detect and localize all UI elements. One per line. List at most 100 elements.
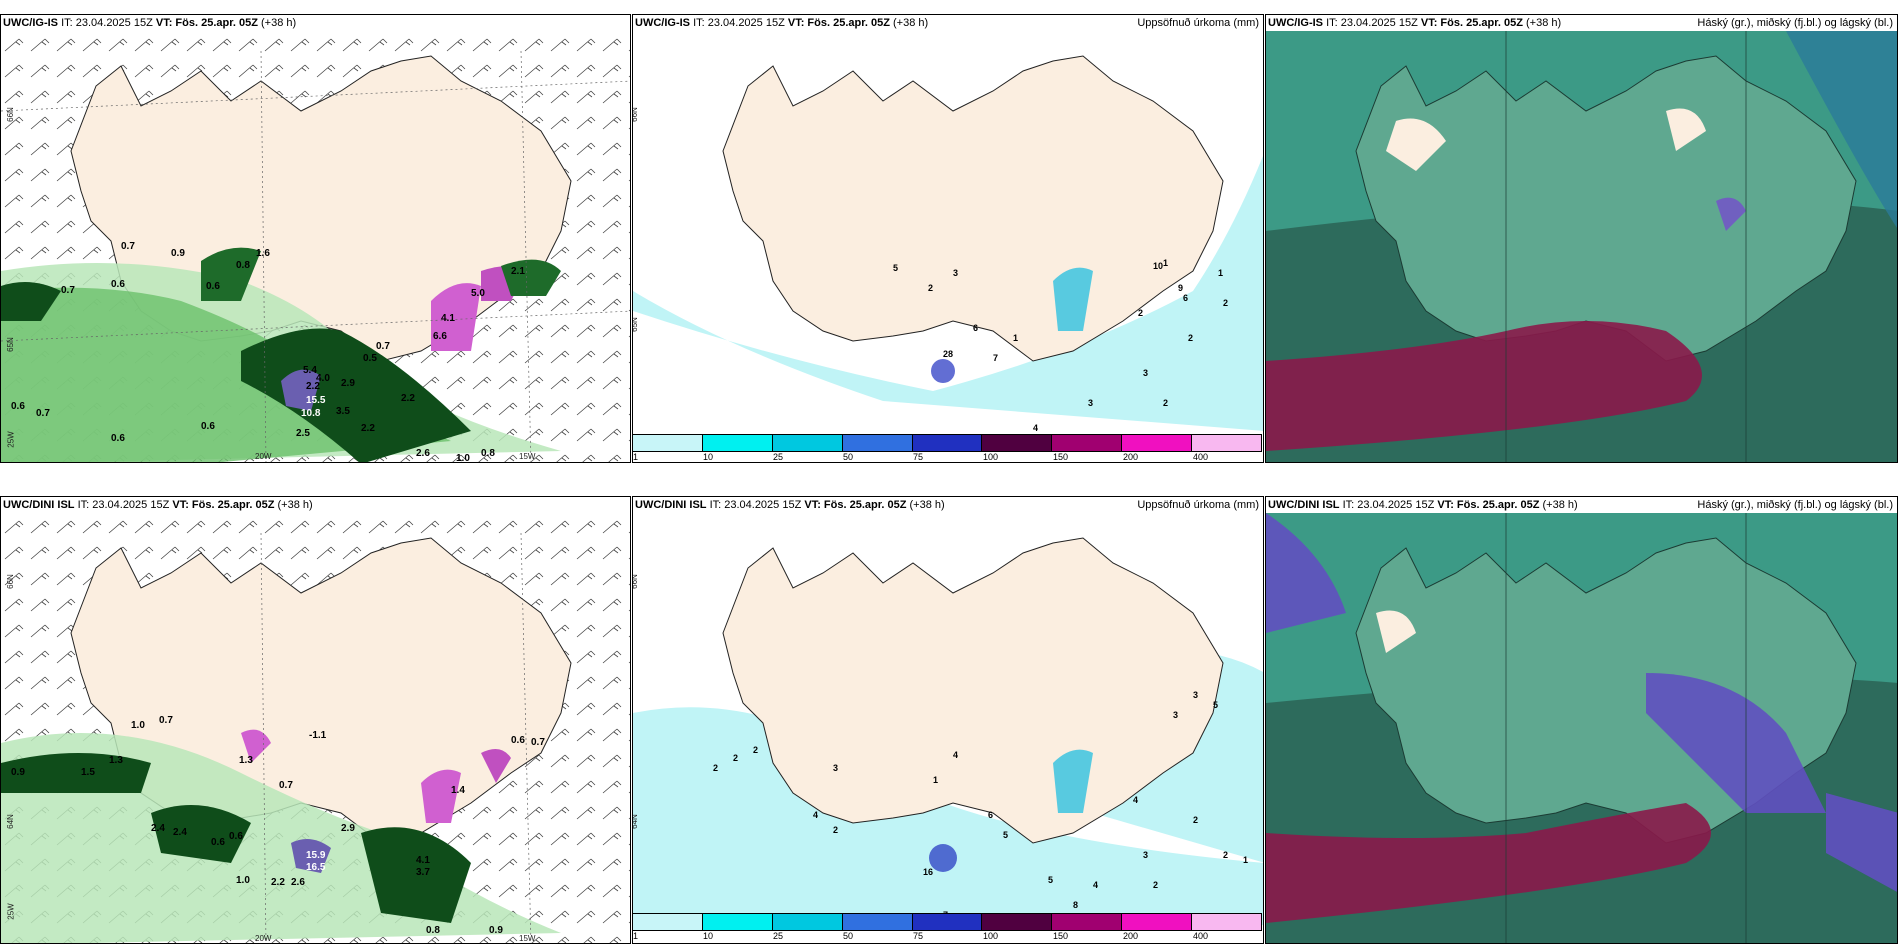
colorbar-swatch (772, 914, 843, 930)
svg-text:1: 1 (1163, 258, 1168, 268)
colorbar (632, 913, 1262, 931)
svg-text:4: 4 (1033, 423, 1038, 433)
colorbar-label: 1 (633, 931, 639, 941)
svg-text:0.6: 0.6 (229, 831, 243, 842)
lat-label: 64N (632, 814, 639, 829)
colorbar-swatch (772, 435, 843, 451)
svg-text:2: 2 (753, 745, 758, 755)
colorbar-labels: 1 10 25 50 75 100 150 200 400 (632, 452, 1262, 464)
svg-text:5.4: 5.4 (303, 365, 317, 376)
wind-precip-map: 0.7 0.9 0.6 0.7 0.8 1.6 0.6 0.7 0.5 2.2 … (1, 31, 630, 462)
colorbar-swatch (982, 435, 1053, 451)
svg-text:2: 2 (833, 825, 838, 835)
svg-text:0.7: 0.7 (159, 715, 173, 726)
colorbar-label: 75 (913, 931, 924, 941)
colorbar-swatch (1122, 435, 1193, 451)
colorbar-label: 25 (773, 931, 784, 941)
colorbar-label: 150 (1053, 931, 1069, 941)
svg-text:3: 3 (1173, 710, 1178, 720)
lon-label: 20W (255, 452, 272, 461)
svg-text:4.1: 4.1 (441, 313, 455, 324)
svg-text:0.6: 0.6 (511, 735, 525, 746)
cloud-map (1266, 513, 1897, 943)
svg-text:0.6: 0.6 (211, 837, 225, 848)
svg-text:28: 28 (943, 349, 953, 359)
svg-text:5: 5 (893, 263, 898, 273)
colorbar-swatch (1192, 914, 1262, 930)
lat-label: 65N (632, 317, 639, 332)
colorbar-swatch (912, 914, 983, 930)
svg-text:4: 4 (813, 810, 818, 820)
panel-bottom-left: UWC/DINI ISL IT: 23.04.2025 15Z VT: Fös.… (0, 496, 631, 944)
svg-text:2: 2 (713, 763, 718, 773)
panel-top-right: UWC/IG-IS IT: 23.04.2025 15Z VT: Fös. 25… (1265, 14, 1898, 463)
svg-text:2: 2 (1138, 308, 1143, 318)
svg-text:5: 5 (1213, 700, 1218, 710)
lat-label: 64N (5, 814, 15, 829)
svg-text:0.9: 0.9 (489, 925, 503, 936)
svg-text:2.4: 2.4 (173, 827, 187, 838)
svg-text:2: 2 (733, 753, 738, 763)
svg-text:6.6: 6.6 (433, 331, 447, 342)
svg-text:2: 2 (1223, 298, 1228, 308)
lat-label: 25W (6, 431, 16, 448)
colorbar-swatch (702, 914, 773, 930)
svg-text:1: 1 (933, 775, 938, 785)
colorbar-label: 150 (1053, 452, 1069, 462)
colorbar-swatch (1052, 914, 1123, 930)
svg-text:4: 4 (953, 750, 958, 760)
svg-text:6: 6 (988, 810, 993, 820)
colorbar-swatch (633, 914, 703, 930)
lat-label: 25W (6, 903, 16, 920)
panel-header: UWC/IG-IS IT: 23.04.2025 15Z VT: Fös. 25… (633, 15, 1263, 31)
svg-text:2.5: 2.5 (296, 428, 310, 439)
svg-text:2: 2 (1163, 398, 1168, 408)
svg-text:2.2: 2.2 (271, 877, 285, 888)
panel-top-middle: UWC/IG-IS IT: 23.04.2025 15Z VT: Fös. 25… (632, 14, 1264, 463)
svg-text:1.3: 1.3 (109, 755, 123, 766)
svg-text:10.8: 10.8 (301, 408, 321, 419)
colorbar-swatch (1192, 435, 1262, 451)
svg-text:2.9: 2.9 (341, 823, 355, 834)
svg-text:15.9: 15.9 (306, 850, 326, 861)
panel-bottom-right: UWC/DINI ISL IT: 23.04.2025 15Z VT: Fös.… (1265, 496, 1898, 944)
lon-label: 15W (519, 934, 536, 943)
svg-text:2.4: 2.4 (151, 823, 165, 834)
lat-label: 66N (5, 574, 15, 589)
svg-text:1: 1 (1243, 855, 1248, 865)
svg-text:10: 10 (1153, 261, 1163, 271)
panel-bottom-middle: UWC/DINI ISL IT: 23.04.2025 15Z VT: Fös.… (632, 496, 1264, 944)
svg-text:0.6: 0.6 (111, 433, 125, 444)
precip-map: 2 2 2 3 4 1 4 2 5 6 8 4 16 7 5 3 4 2 3 3… (633, 537, 1263, 925)
colorbar-swatch (633, 435, 703, 451)
svg-text:5.0: 5.0 (471, 288, 485, 299)
panel-top-left: UWC/IG-IS IT: 23.04.2025 15Z VT: Fös. 25… (0, 14, 631, 463)
svg-text:5: 5 (1048, 875, 1053, 885)
svg-text:0.6: 0.6 (111, 279, 125, 290)
lon-label: 20W (255, 934, 272, 943)
svg-text:2: 2 (1153, 880, 1158, 890)
svg-text:3: 3 (1088, 398, 1093, 408)
svg-text:0.8: 0.8 (426, 925, 440, 936)
svg-text:2: 2 (928, 283, 933, 293)
lat-label: 66N (5, 107, 15, 122)
panel-header: UWC/DINI ISL IT: 23.04.2025 15Z VT: Fös.… (1, 497, 630, 513)
svg-text:2: 2 (1223, 850, 1228, 860)
colorbar-swatch (1052, 435, 1123, 451)
svg-text:1.6: 1.6 (256, 248, 270, 259)
colorbar-label: 50 (843, 931, 854, 941)
svg-text:7: 7 (993, 353, 998, 363)
colorbar-label: 100 (983, 452, 999, 462)
svg-text:2.9: 2.9 (341, 378, 355, 389)
lat-label: 66N (632, 574, 639, 589)
colorbar-label: 200 (1123, 452, 1139, 462)
svg-text:16: 16 (923, 867, 933, 877)
panel-header: UWC/DINI ISL IT: 23.04.2025 15Z VT: Fös.… (633, 497, 1263, 513)
svg-text:1.0: 1.0 (131, 720, 145, 731)
lat-label: 65N (5, 337, 15, 352)
svg-text:1: 1 (1013, 333, 1018, 343)
svg-text:2.1: 2.1 (511, 266, 525, 277)
colorbar-label: 200 (1123, 931, 1139, 941)
lon-label: 15W (519, 452, 536, 461)
colorbar-label: 1 (633, 452, 639, 462)
